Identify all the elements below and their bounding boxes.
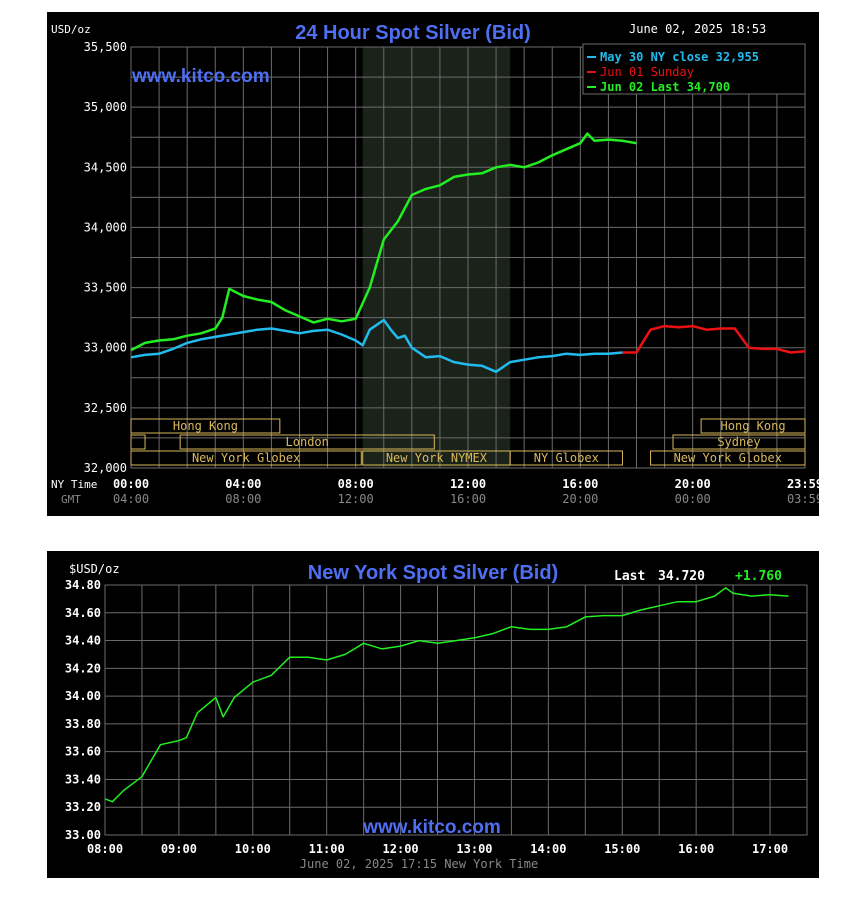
- session-box: [130, 418, 281, 434]
- session-box: [130, 434, 146, 450]
- y-tick-label: 33.60: [65, 745, 101, 759]
- grid-ny: [104, 584, 808, 836]
- x-tick-label: 08:00: [87, 842, 123, 856]
- x-ticks-ny: 08:00 09:00 10:00 11:00 12:00 13:00 14:00 15:00…: [87, 842, 788, 856]
- x-tick-ny: 23:59: [787, 477, 819, 491]
- session-label: Hong Kong: [721, 419, 786, 433]
- chart-ny-panel: 34.80 34.60 34.40 34.20 34.00 33.80 33.60 33.40…: [47, 551, 819, 878]
- y-tick-label: 32,000: [84, 461, 127, 475]
- y-tick-label: 34.40: [65, 634, 101, 648]
- plot-border: [130, 46, 806, 469]
- y-ticks-24h: 35,500 35,000 34,500 34,000 33,500 33,000 32,5…: [84, 40, 127, 475]
- y-tick-label: 32,500: [84, 401, 127, 415]
- series-jun02: [130, 132, 637, 352]
- session-box: [700, 418, 806, 434]
- grid-24h: [130, 46, 806, 469]
- x-tick-label: 15:00: [604, 842, 640, 856]
- change-value: +1.760: [735, 569, 782, 584]
- session-box: [179, 434, 435, 450]
- x-tick-gmt: 08:00: [225, 492, 261, 506]
- y-tick-label: 33.80: [65, 717, 101, 731]
- x-tick-gmt: 20:00: [562, 492, 598, 506]
- y-tick-label: 33,500: [84, 281, 127, 295]
- session-box: [672, 434, 806, 450]
- x-tick-ny: 04:00: [225, 477, 261, 491]
- legend-item-jun01: Jun 01 Sunday: [600, 65, 694, 79]
- y-tick-label: 34.20: [65, 661, 101, 675]
- watermark: www.kitco.com: [131, 66, 270, 87]
- plot-border: [104, 584, 808, 836]
- unit-label: USD/oz: [51, 23, 91, 36]
- session-label: New York Globex: [192, 451, 300, 465]
- y-tick-label: 34.00: [65, 689, 101, 703]
- watermark-ny: www.kitco.com: [362, 817, 501, 838]
- y-tick-label: 34,500: [84, 160, 127, 174]
- y-tick-label: 35,000: [84, 100, 127, 114]
- y-ticks-ny: 34.80 34.60 34.40 34.20 34.00 33.80 33.60 33.40…: [65, 578, 101, 842]
- x-tick-ny: 00:00: [113, 477, 149, 491]
- y-tick-label: 33.00: [65, 828, 101, 842]
- session-box: [130, 450, 362, 466]
- y-tick-label: 34.80: [65, 578, 101, 592]
- y-tick-label: 34,000: [84, 220, 127, 234]
- session-label: Hong Kong: [173, 419, 238, 433]
- timestamp: June 02, 2025 18:53: [629, 22, 766, 36]
- x-tick-ny: 20:00: [675, 477, 711, 491]
- session-label: NY Globex: [534, 451, 599, 465]
- y-tick-label: 33,000: [84, 341, 127, 355]
- last-value: 34.720: [658, 569, 705, 584]
- series-ny: [104, 587, 789, 803]
- legend-item-may30: May 30 NY close 32,955: [600, 50, 759, 64]
- series-may30: [130, 318, 623, 374]
- x-tick-gmt: 04:00: [113, 492, 149, 506]
- x-tick-label: 10:00: [235, 842, 271, 856]
- chart-title: 24 Hour Spot Silver (Bid): [295, 22, 531, 44]
- x-tick-gmt: 00:00: [675, 492, 711, 506]
- chart-ny-svg: 34.80 34.60 34.40 34.20 34.00 33.80 33.60 33.40…: [65, 562, 808, 871]
- chart-24h-svg: Hong Kong London New York Globex New York N…: [51, 22, 819, 506]
- session-box: [650, 450, 806, 466]
- footer-time: June 02, 2025 17:15 New York Time: [300, 857, 538, 871]
- x-ticks-24h: 00:0004:0008:0012:0016:0020:0023:5904:00…: [113, 477, 819, 506]
- session-label: Sydney: [717, 435, 760, 449]
- x-tick-gmt: 16:00: [450, 492, 486, 506]
- x-tick-gmt: 12:00: [338, 492, 374, 506]
- x-tick-label: 11:00: [309, 842, 345, 856]
- unit-label-ny: $USD/oz: [69, 562, 120, 576]
- series-ny-line: [104, 587, 789, 803]
- x-tick-label: 09:00: [161, 842, 197, 856]
- x-tick-ny: 12:00: [450, 477, 486, 491]
- y-tick-label: 33.40: [65, 772, 101, 786]
- session-box: [509, 450, 623, 466]
- legend-item-jun02: Jun 02 Last 34,700: [600, 80, 730, 94]
- y-tick-label: 33.20: [65, 800, 101, 814]
- x-tick-label: 12:00: [383, 842, 419, 856]
- session-label: New York Globex: [674, 451, 782, 465]
- y-tick-label: 34.60: [65, 606, 101, 620]
- x-tick-gmt: 03:59: [787, 492, 819, 506]
- session-label: London: [286, 435, 329, 449]
- x-tick-label: 17:00: [752, 842, 788, 856]
- trading-sessions: Hong Kong London New York Globex New York N…: [130, 418, 806, 466]
- series-jun01: [622, 324, 806, 354]
- gmt-label: GMT: [61, 493, 81, 506]
- legend-box: [582, 43, 806, 95]
- last-label: Last: [614, 569, 645, 584]
- ny-time-label: NY Time: [51, 478, 97, 491]
- y-tick-label: 35,500: [84, 40, 127, 54]
- x-tick-label: 14:00: [530, 842, 566, 856]
- chart-title-ny: New York Spot Silver (Bid): [308, 562, 558, 584]
- x-tick-label: 13:00: [456, 842, 492, 856]
- x-tick-ny: 08:00: [338, 477, 374, 491]
- chart-24h-panel: Hong Kong London New York Globex New York N…: [47, 12, 819, 516]
- session-label: New York NYMEX: [386, 451, 488, 465]
- legend: May 30 NY close 32,955 Jun 01 Sunday Jun…: [582, 43, 806, 95]
- x-tick-ny: 16:00: [562, 477, 598, 491]
- series-24h: [130, 132, 806, 374]
- x-tick-label: 16:00: [678, 842, 714, 856]
